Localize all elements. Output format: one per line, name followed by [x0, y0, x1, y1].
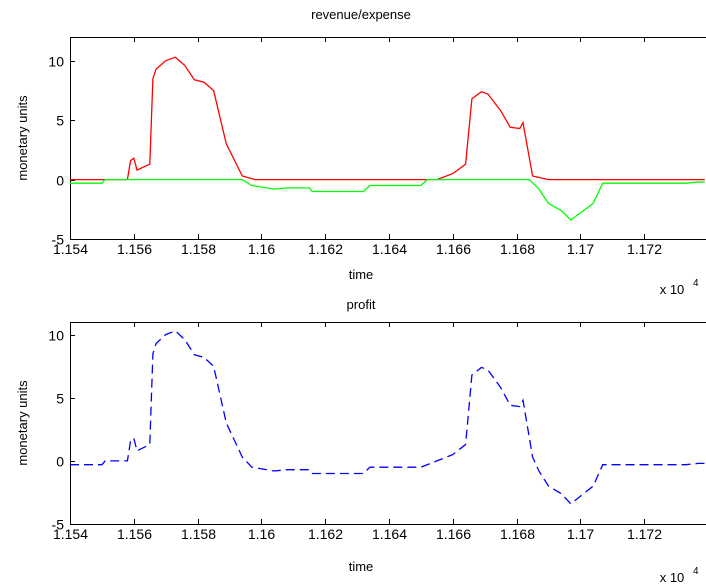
- x-axis-label: time: [349, 559, 374, 574]
- x-tick-label: 1.154: [53, 241, 88, 257]
- y-axis-label: monetary units: [15, 95, 30, 181]
- x-tick-label: 1.16: [248, 526, 275, 542]
- y-tick-label: 5: [56, 391, 64, 407]
- x-tick-label: 1.17: [567, 526, 594, 542]
- y-tick-label: 10: [48, 54, 64, 70]
- chart-panel-1: revenue/expense 1.154 1.156 1.158 1.16 1.162 1…: [15, 7, 706, 297]
- series-line-1: [70, 56, 705, 181]
- y-tick-label: 0: [56, 173, 64, 189]
- x-tick-label: 1.166: [436, 526, 471, 542]
- x-tick-label: 1.168: [500, 526, 535, 542]
- x-tick-label: 1.162: [308, 526, 343, 542]
- plot-area: [70, 322, 706, 525]
- x-tick-label: 1.164: [372, 526, 407, 542]
- series-line-2: [70, 178, 705, 221]
- series-line-1: [70, 330, 705, 505]
- x-tick-label: 1.156: [117, 526, 152, 542]
- x-exponent-label: x 10: [660, 570, 685, 585]
- x-tick-label: 1.158: [181, 241, 216, 257]
- x-exponent-label: x 10: [660, 282, 685, 297]
- x-tick-label: 1.158: [181, 526, 216, 542]
- x-axis-label: time: [349, 267, 374, 282]
- y-tick-label: 0: [56, 454, 64, 470]
- x-tick-label: 1.162: [308, 241, 343, 257]
- x-tick-label: 1.156: [117, 241, 152, 257]
- x-tick-label: 1.16: [248, 241, 275, 257]
- x-exponent-power: 4: [693, 566, 699, 577]
- y-tick-label: 10: [48, 328, 64, 344]
- x-tick-label: 1.17: [567, 241, 594, 257]
- chart-panel-2: profit 1.154 1.156 1.158 1.16 1.162 1.164 1.166…: [15, 297, 706, 585]
- y-tick-label: -5: [52, 232, 65, 248]
- y-tick-label: 5: [56, 113, 64, 129]
- x-tick-label: 1.154: [53, 526, 88, 542]
- x-tick-label: 1.166: [436, 241, 471, 257]
- x-exponent-power: 4: [693, 278, 699, 289]
- y-axis-label: monetary units: [15, 380, 30, 466]
- chart-title: profit: [347, 297, 376, 312]
- y-tick-label: -5: [52, 517, 65, 533]
- plot-area: [70, 37, 706, 240]
- x-tick-label: 1.168: [500, 241, 535, 257]
- chart-title: revenue/expense: [311, 7, 411, 22]
- x-tick-label: 1.172: [627, 241, 662, 257]
- x-tick-label: 1.172: [627, 526, 662, 542]
- x-tick-label: 1.164: [372, 241, 407, 257]
